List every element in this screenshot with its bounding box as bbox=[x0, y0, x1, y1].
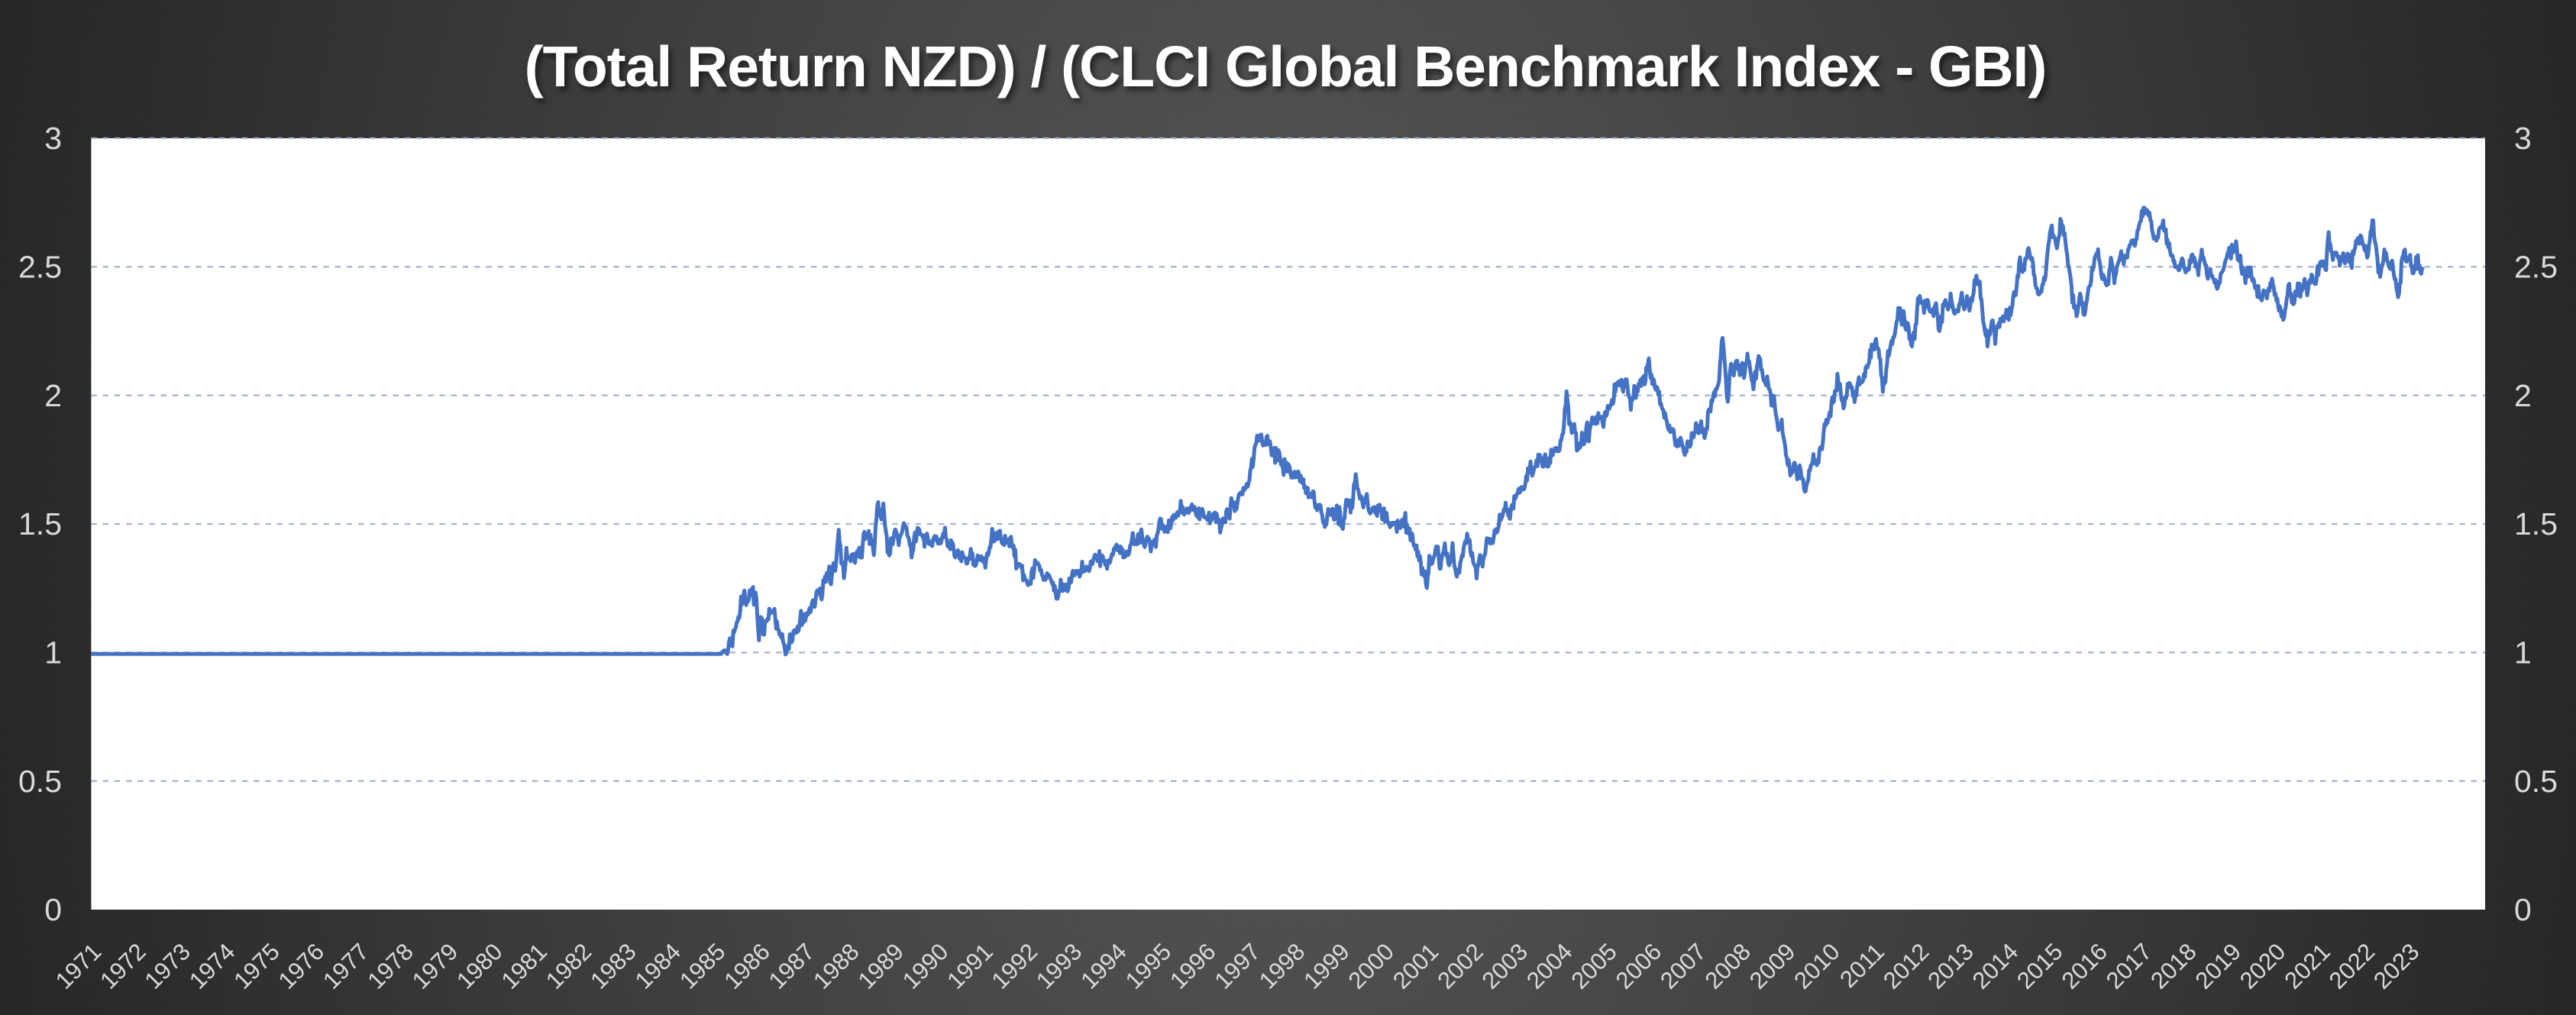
svg-text:2: 2 bbox=[2514, 378, 2532, 413]
svg-text:2009: 2009 bbox=[1744, 938, 1801, 994]
svg-text:1981: 1981 bbox=[496, 938, 553, 994]
svg-text:(Total Return NZD) / (CLCI Glo: (Total Return NZD) / (CLCI Global Benchm… bbox=[525, 34, 2047, 99]
svg-text:2010: 2010 bbox=[1789, 938, 1845, 994]
svg-text:1: 1 bbox=[2514, 635, 2532, 671]
svg-text:3: 3 bbox=[2514, 121, 2532, 156]
svg-text:1.5: 1.5 bbox=[18, 506, 62, 541]
svg-text:1992: 1992 bbox=[987, 938, 1043, 994]
svg-text:0.5: 0.5 bbox=[2514, 764, 2558, 799]
svg-text:1972: 1972 bbox=[95, 938, 151, 994]
svg-text:2020: 2020 bbox=[2235, 938, 2291, 994]
svg-text:2013: 2013 bbox=[1922, 938, 1979, 994]
svg-text:1994: 1994 bbox=[1075, 938, 1132, 994]
svg-text:1974: 1974 bbox=[184, 938, 241, 994]
svg-text:2018: 2018 bbox=[2145, 938, 2202, 994]
svg-text:2000: 2000 bbox=[1343, 938, 1400, 994]
svg-text:2008: 2008 bbox=[1700, 938, 1757, 994]
svg-text:0.5: 0.5 bbox=[18, 764, 62, 799]
svg-text:2006: 2006 bbox=[1611, 938, 1667, 994]
svg-text:1.5: 1.5 bbox=[2514, 506, 2558, 541]
svg-text:0: 0 bbox=[2514, 892, 2532, 927]
svg-text:1995: 1995 bbox=[1120, 938, 1177, 994]
svg-text:1975: 1975 bbox=[228, 938, 285, 994]
svg-text:2003: 2003 bbox=[1477, 938, 1534, 994]
svg-text:2016: 2016 bbox=[2057, 938, 2113, 994]
svg-text:2.5: 2.5 bbox=[2514, 250, 2558, 285]
svg-text:1988: 1988 bbox=[808, 938, 865, 994]
svg-text:1971: 1971 bbox=[50, 938, 107, 994]
svg-text:1999: 1999 bbox=[1298, 938, 1355, 994]
svg-text:1979: 1979 bbox=[407, 938, 464, 994]
svg-text:1993: 1993 bbox=[1031, 938, 1088, 994]
svg-text:2: 2 bbox=[44, 378, 62, 413]
svg-text:2015: 2015 bbox=[2012, 938, 2068, 994]
svg-text:1984: 1984 bbox=[630, 938, 687, 994]
svg-text:1986: 1986 bbox=[719, 938, 775, 994]
svg-text:2001: 2001 bbox=[1388, 938, 1444, 994]
svg-text:2021: 2021 bbox=[2279, 938, 2335, 994]
svg-text:2002: 2002 bbox=[1432, 938, 1488, 994]
svg-text:1987: 1987 bbox=[764, 938, 820, 994]
svg-text:2011: 2011 bbox=[1834, 938, 1889, 993]
svg-text:1983: 1983 bbox=[585, 938, 642, 994]
svg-text:1990: 1990 bbox=[897, 938, 954, 994]
svg-text:2019: 2019 bbox=[2190, 938, 2247, 994]
svg-text:2007: 2007 bbox=[1655, 938, 1711, 994]
svg-text:1985: 1985 bbox=[674, 938, 731, 994]
svg-text:3: 3 bbox=[44, 121, 62, 156]
svg-text:1989: 1989 bbox=[853, 938, 910, 994]
svg-text:1997: 1997 bbox=[1209, 938, 1265, 994]
svg-text:0: 0 bbox=[44, 892, 62, 927]
svg-text:2017: 2017 bbox=[2101, 938, 2157, 994]
svg-text:1996: 1996 bbox=[1165, 938, 1221, 994]
svg-text:2012: 2012 bbox=[1878, 938, 1934, 994]
svg-text:1980: 1980 bbox=[451, 938, 508, 994]
svg-text:2.5: 2.5 bbox=[18, 250, 62, 285]
svg-text:2004: 2004 bbox=[1521, 938, 1578, 994]
svg-text:1973: 1973 bbox=[140, 938, 196, 994]
svg-text:2023: 2023 bbox=[2368, 938, 2425, 994]
svg-text:1991: 1991 bbox=[942, 938, 998, 994]
svg-text:2005: 2005 bbox=[1566, 938, 1622, 994]
svg-text:1: 1 bbox=[44, 635, 62, 671]
svg-text:1998: 1998 bbox=[1254, 938, 1311, 994]
svg-text:1976: 1976 bbox=[273, 938, 330, 994]
svg-text:2014: 2014 bbox=[1967, 938, 2024, 994]
svg-text:2022: 2022 bbox=[2324, 938, 2380, 994]
svg-text:1978: 1978 bbox=[362, 938, 419, 994]
svg-text:1982: 1982 bbox=[541, 938, 597, 994]
svg-text:1977: 1977 bbox=[318, 938, 374, 994]
